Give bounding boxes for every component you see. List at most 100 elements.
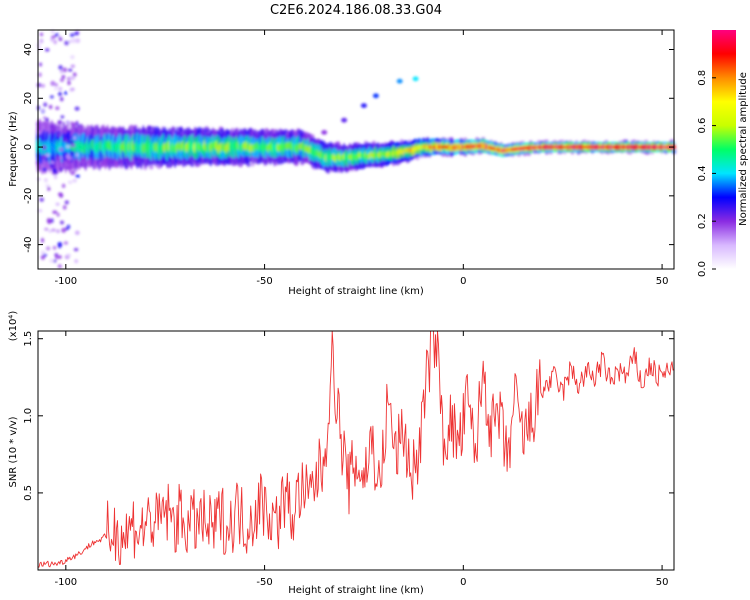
spectrogram-cell-1999 — [75, 174, 80, 179]
spectrogram-cell-588 — [230, 127, 235, 133]
spectrogram-cell-1978 — [74, 31, 79, 36]
spectrogram-cell-1955 — [40, 254, 46, 260]
spectrogram-cell-2049 — [58, 37, 63, 42]
spectrogram-cell-2020 — [74, 230, 80, 236]
spectrogram-cell-2007 — [59, 68, 64, 74]
spectrogram-streak-3 — [372, 93, 379, 99]
spectrogram-cell-1946 — [59, 167, 63, 173]
spectrogram-cell-2051 — [44, 117, 49, 122]
spectrogram-cell-1948 — [59, 96, 64, 102]
spectrogram-cell-2025 — [65, 120, 71, 124]
spectrogram-cell-1973 — [57, 133, 62, 138]
spectrogram-y-tick-label-4: 40 — [23, 43, 34, 56]
spectrogram-cell-2033 — [51, 35, 56, 39]
colorbar: 0.0 0.2 0.4 0.6 0.8 Normalized spectral ampl… — [697, 30, 749, 277]
spectrogram-x-label: Height of straight line (km) — [288, 286, 424, 297]
snr-plot-area — [38, 331, 674, 570]
spectrogram-cell-1949 — [62, 204, 67, 210]
spectrogram-streak-1 — [341, 117, 348, 123]
spectrogram-cell-1987 — [59, 192, 64, 199]
spectrogram-cell-1988 — [52, 245, 57, 250]
spectrogram-cell-1976 — [59, 155, 64, 160]
colorbar-tick-label-1: 0.2 — [697, 213, 708, 229]
spectrogram-cell-906 — [335, 141, 341, 146]
spectrogram-cell-2021 — [71, 38, 77, 44]
spectrogram-cell-2065 — [63, 241, 69, 245]
spectrogram-cell-2032 — [53, 39, 58, 45]
spectrogram-x-tick-label-2: 0 — [460, 276, 466, 287]
spectrogram-cell-1934 — [56, 229, 60, 234]
spectrogram-y-tick-label-1: -20 — [23, 188, 34, 204]
spectrogram-streak-2 — [360, 103, 367, 108]
spectrogram-cell-1981 — [72, 72, 77, 77]
spectrogram-cell-1957 — [39, 32, 44, 37]
spectrogram-cell-1993 — [37, 208, 43, 213]
spectrogram-frame — [37, 29, 675, 270]
spectrogram-cell-2044 — [49, 163, 55, 168]
spectrogram-y-tick-label-3: 20 — [23, 92, 34, 105]
spectrogram-cell-2055 — [41, 145, 47, 150]
spectrogram-cell-2045 — [36, 177, 41, 181]
spectrogram-cell-2056 — [64, 139, 69, 144]
spectrogram-cell-1951 — [70, 54, 75, 60]
snr-y-multiplier: (x10⁴) — [8, 311, 19, 342]
spectrogram-cell-2039 — [57, 243, 62, 249]
spectrogram-cell-1959 — [70, 64, 76, 69]
spectrogram-cell-2027 — [74, 259, 79, 264]
spectrogram-cell-1994 — [51, 228, 56, 232]
snr-series-line — [37, 330, 675, 568]
spectrogram-cell-2048 — [40, 237, 45, 243]
spectrogram-cell-1935 — [54, 82, 59, 87]
spectrogram-cell-1958 — [48, 104, 53, 110]
spectrogram-cell-2034 — [41, 83, 46, 88]
snr-y-axis: 0.5 1.0 1.5 — [23, 331, 674, 501]
spectrogram-cell-2026 — [47, 186, 51, 191]
spectrogram-cell-1995 — [43, 102, 48, 107]
spectrogram-cell-2002 — [53, 174, 58, 180]
snr-x-tick-label-3: 50 — [656, 577, 669, 588]
spectrogram-streak-0 — [321, 130, 328, 135]
spectrogram-cell-2017 — [50, 29, 55, 34]
spectrogram-cell-1941 — [66, 224, 71, 229]
spectrogram-cell-2018 — [59, 125, 63, 131]
spectrogram-cell-2013 — [72, 178, 78, 183]
spectrogram-cell-2042 — [47, 219, 52, 225]
spectrogram-cell-2061 — [70, 143, 76, 148]
colorbar-label: Normalized spectral amplitude — [738, 72, 749, 226]
spectrogram-cell-1991 — [38, 72, 42, 78]
spectrogram-cell-2001 — [62, 67, 68, 73]
spectrogram-cell-1950 — [38, 62, 43, 67]
spectrogram-cell-1980 — [52, 210, 58, 215]
spectrogram-cell-2064 — [59, 78, 65, 83]
spectrogram-cell-2005 — [75, 120, 79, 126]
spectrogram-x-axis: -100 -50 0 50 — [54, 30, 668, 287]
colorbar-ticks: 0.0 0.2 0.4 0.6 0.8 — [697, 70, 716, 277]
spectrogram-cell-486 — [196, 162, 202, 167]
snr-x-axis: -100 -50 0 50 — [54, 331, 668, 588]
colorbar-tick-label-0: 0.0 — [697, 261, 708, 277]
snr-x-tick-label-2: 0 — [460, 577, 466, 588]
colorbar-tick-label-3: 0.6 — [697, 118, 708, 134]
spectrogram-cell-2006 — [61, 74, 66, 79]
spectrogram-cell-1974 — [55, 106, 60, 111]
spectrogram-cell-2009 — [65, 144, 71, 149]
snr-panel: -100 -50 0 50 0.5 1.0 1.5 Height of straight … — [8, 311, 675, 596]
spectrogram-cell-1971 — [49, 95, 54, 99]
spectrogram-streak-4 — [396, 78, 403, 84]
spectrogram-cell-1967 — [45, 246, 51, 251]
spectrogram-cell-2063 — [64, 40, 69, 46]
spectrogram-cell-1947 — [67, 80, 71, 86]
figure-title: C2E6.2024.186.08.33.G04 — [270, 3, 442, 18]
spectrogram-cell-1962 — [43, 178, 48, 183]
spectrogram-cell-1931 — [57, 264, 62, 269]
spectrogram-cell-2037 — [74, 106, 80, 111]
spectrogram-cell-799 — [300, 160, 305, 166]
spectrogram-cell-1147 — [415, 156, 420, 161]
spectrogram-cell-2062 — [57, 121, 62, 125]
spectrogram-cell-344 — [149, 165, 154, 170]
spectrogram-y-axis: -40 -20 0 20 40 — [23, 43, 674, 253]
spectrogram-panel: -100 -50 0 50 -40 -20 0 20 40 Height of straigh… — [8, 29, 677, 297]
spectrogram-cell-830 — [310, 134, 315, 139]
spectrogram-cell-2031 — [42, 154, 47, 159]
spectrogram-cell-1939 — [52, 259, 57, 263]
